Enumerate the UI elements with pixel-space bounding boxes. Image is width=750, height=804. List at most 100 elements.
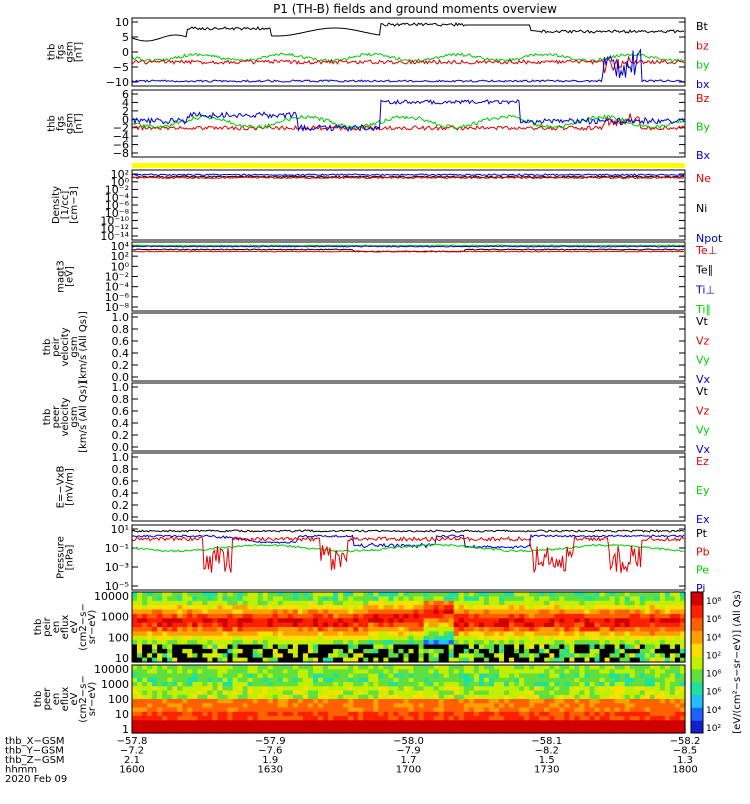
spec-cell xyxy=(443,673,450,679)
spec-cell xyxy=(222,703,229,709)
spec-cell xyxy=(237,644,244,650)
spec-cell xyxy=(468,720,475,726)
spec-cell xyxy=(554,682,560,687)
spec-cell xyxy=(403,609,410,615)
spec-cell xyxy=(478,644,485,650)
spec-cell xyxy=(393,613,399,619)
spec-cell xyxy=(483,596,490,602)
spec-cell xyxy=(448,724,455,730)
ylabel-line: magt3 xyxy=(56,260,67,293)
spec-cell xyxy=(167,622,173,628)
spec-cell xyxy=(524,627,530,632)
spec-cell xyxy=(499,703,505,709)
spec-cell xyxy=(669,677,676,683)
spec-cell xyxy=(358,720,364,726)
spec-cell xyxy=(589,609,596,615)
spec-cell xyxy=(262,644,269,650)
spec-cell xyxy=(177,720,183,726)
spec-cell xyxy=(494,631,500,637)
spec-cell xyxy=(519,631,525,637)
spec-cell xyxy=(398,618,404,624)
spec-cell xyxy=(599,600,606,606)
spec-cell xyxy=(252,707,259,713)
spec-cell xyxy=(137,635,143,641)
spec-cell xyxy=(343,609,349,615)
ylabel-line: [1/cc] xyxy=(60,191,71,220)
spec-cell xyxy=(247,613,254,619)
spec-cell xyxy=(539,703,545,709)
spec-cell xyxy=(634,618,641,624)
spec-cell xyxy=(604,622,611,628)
spec-cell xyxy=(348,613,354,619)
spec-cell xyxy=(242,653,249,659)
spec-cell xyxy=(514,707,520,713)
ylabel-line: thb xyxy=(42,409,53,426)
spec-cell xyxy=(152,657,158,663)
spec-cell xyxy=(292,657,299,663)
spec-cell xyxy=(197,648,203,654)
spec-cell xyxy=(680,699,686,704)
spec-cell xyxy=(187,657,193,663)
spec-cell xyxy=(398,609,404,615)
spec-cell xyxy=(393,635,399,641)
spec-cell xyxy=(308,605,314,611)
spec-cell xyxy=(292,640,299,646)
spec-cell xyxy=(564,728,570,734)
spec-cell xyxy=(343,686,349,692)
spec-cell xyxy=(378,682,384,687)
spec-cell xyxy=(202,699,208,704)
spec-cell xyxy=(202,724,208,730)
spec-cell xyxy=(343,613,349,619)
spec-cell xyxy=(167,673,173,679)
spec-cell xyxy=(594,613,601,619)
spec-cell xyxy=(509,653,515,659)
spec-cell xyxy=(323,600,329,606)
spec-cell xyxy=(313,716,319,721)
spec-cell xyxy=(182,596,188,602)
spec-cell xyxy=(594,609,601,615)
spec-cell xyxy=(549,711,555,717)
spec-cell xyxy=(604,686,611,692)
spec-cell xyxy=(554,627,560,632)
tick-label: −8 xyxy=(113,147,129,160)
spec-cell xyxy=(272,669,279,675)
spec-cell xyxy=(408,600,415,606)
spec-cell xyxy=(182,613,188,619)
spec-cell xyxy=(629,596,636,602)
spec-cell xyxy=(197,724,203,730)
spec-cell xyxy=(534,627,540,632)
colorbar-swatch xyxy=(691,694,703,708)
spec-cell xyxy=(237,631,244,637)
spec-cell xyxy=(408,653,415,659)
spec-cell xyxy=(659,640,666,646)
spec-cell xyxy=(609,720,616,726)
spec-cell xyxy=(318,622,324,628)
spec-cell xyxy=(569,673,575,679)
spec-cell xyxy=(202,665,208,670)
spec-cell xyxy=(277,653,284,659)
spec-cell xyxy=(267,644,274,650)
spec-cell xyxy=(544,653,550,659)
spec-cell xyxy=(262,653,269,659)
spec-cell xyxy=(604,648,611,654)
spec-cell xyxy=(559,605,565,611)
spec-cell xyxy=(333,600,339,606)
spec-cell xyxy=(453,673,460,679)
spec-cell xyxy=(604,618,611,624)
spec-cell xyxy=(599,592,606,597)
spec-cell xyxy=(177,653,183,659)
ylabel-line: gsm xyxy=(65,113,76,134)
spec-cell xyxy=(584,622,591,628)
spec-cell xyxy=(664,644,671,650)
spec-cell xyxy=(373,618,379,624)
spec-cell xyxy=(257,716,264,721)
spec-cell xyxy=(564,690,570,696)
spec-cell xyxy=(674,613,681,619)
spec-cell xyxy=(277,716,284,721)
spec-cell xyxy=(453,677,460,683)
spec-cell xyxy=(674,653,681,659)
spec-cell xyxy=(609,605,616,611)
spec-cell xyxy=(634,686,641,692)
spec-cell xyxy=(468,673,475,679)
